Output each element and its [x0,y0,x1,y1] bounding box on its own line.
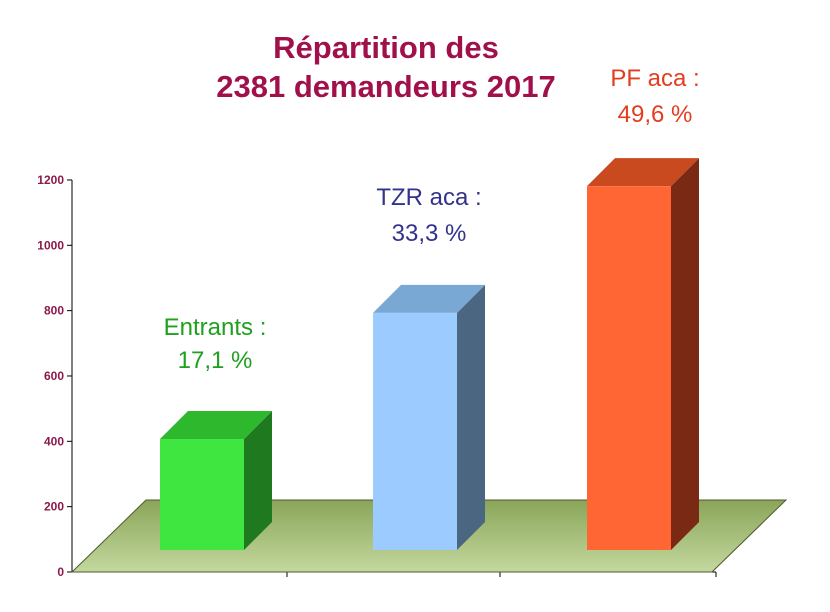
bar-label-name: Entrants : [164,314,267,341]
y-tick-label: 600 [44,369,64,383]
bar-front [160,439,244,550]
bar-front [373,312,457,550]
bar-label-percent: 17,1 % [178,347,253,374]
bar-labels: Entrants : 17,1 % TZR aca : 33,3 % PF aca : 4… [164,65,700,374]
bar-pf-aca [587,158,699,550]
bar-side [457,284,485,550]
bar-label-name: TZR aca : [376,184,481,211]
bar-side [671,158,699,550]
y-tick-label: 1200 [37,173,64,187]
y-tick-label: 0 [57,565,64,579]
y-tick-label: 1000 [37,238,64,252]
chart-bars [160,158,699,550]
bar-front [587,186,671,550]
y-tick-label: 200 [44,500,64,514]
bar-side [244,411,272,550]
bar-tzr-aca [373,284,485,550]
bar-entrants [160,411,272,550]
y-tick-label: 400 [44,434,64,448]
bar-label-percent: 49,6 % [618,101,693,128]
chart-title-line-2: 2381 demandeurs 2017 [216,69,556,104]
y-tick-label: 800 [44,304,64,318]
bar-top [587,158,699,187]
chart-title-line-1: Répartition des [273,30,499,65]
bar-label-percent: 33,3 % [392,220,467,247]
bar-top [160,411,272,440]
bar-label-name: PF aca : [610,65,699,92]
bar-top [373,284,485,313]
